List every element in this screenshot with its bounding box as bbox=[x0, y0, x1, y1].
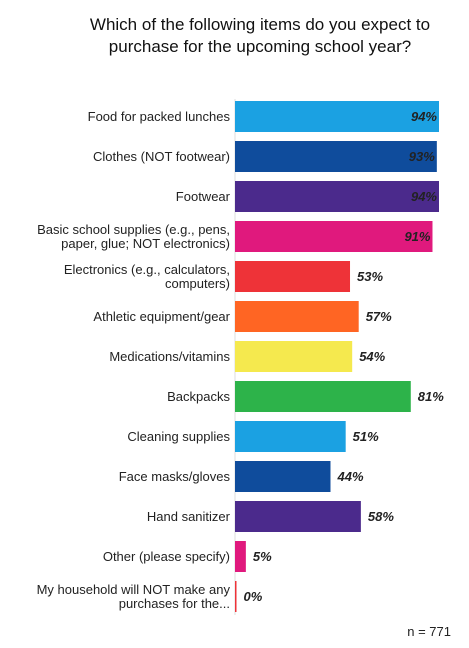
value-label: 54% bbox=[359, 349, 385, 364]
category-label: Hand sanitizer bbox=[147, 509, 231, 524]
value-label: 94% bbox=[411, 109, 437, 124]
category-label: Backpacks bbox=[167, 389, 230, 404]
category-label: Footwear bbox=[176, 189, 231, 204]
sample-size-note: n = 771 bbox=[407, 624, 451, 639]
bar bbox=[235, 341, 353, 372]
bar bbox=[235, 221, 433, 252]
value-label: 51% bbox=[353, 429, 379, 444]
value-label: 5% bbox=[253, 549, 272, 564]
category-label: Food for packed lunches bbox=[88, 109, 231, 124]
chart-title: Which of the following items do you expe… bbox=[89, 15, 431, 56]
category-label: Cleaning supplies bbox=[127, 429, 230, 444]
bar bbox=[235, 261, 351, 292]
bar bbox=[235, 501, 361, 532]
bar bbox=[235, 541, 246, 572]
category-label: Clothes (NOT footwear) bbox=[93, 149, 230, 164]
bar bbox=[235, 301, 359, 332]
bar bbox=[235, 461, 331, 492]
category-label: Medications/vitamins bbox=[109, 349, 230, 364]
bar bbox=[235, 101, 439, 132]
category-label: Athletic equipment/gear bbox=[93, 309, 230, 324]
bar bbox=[235, 141, 437, 172]
value-label: 81% bbox=[418, 389, 444, 404]
value-label: 94% bbox=[411, 189, 437, 204]
value-label: 0% bbox=[244, 589, 263, 604]
bar bbox=[235, 421, 346, 452]
value-label: 44% bbox=[336, 469, 363, 484]
value-label: 58% bbox=[368, 509, 394, 524]
value-label: 53% bbox=[357, 269, 383, 284]
bar bbox=[235, 181, 439, 212]
bar bbox=[235, 581, 237, 612]
value-label: 93% bbox=[409, 149, 435, 164]
bar bbox=[235, 381, 411, 412]
category-label: Other (please specify) bbox=[103, 549, 230, 564]
value-label: 57% bbox=[366, 309, 392, 324]
category-label: Electronics (e.g., calculators, computers… bbox=[64, 262, 230, 291]
category-label: Face masks/gloves bbox=[119, 469, 231, 484]
category-label: Basic school supplies (e.g., pens, paper,… bbox=[37, 222, 230, 251]
value-label: 91% bbox=[404, 229, 430, 244]
category-label: My household will NOT make any purchases … bbox=[37, 582, 231, 611]
